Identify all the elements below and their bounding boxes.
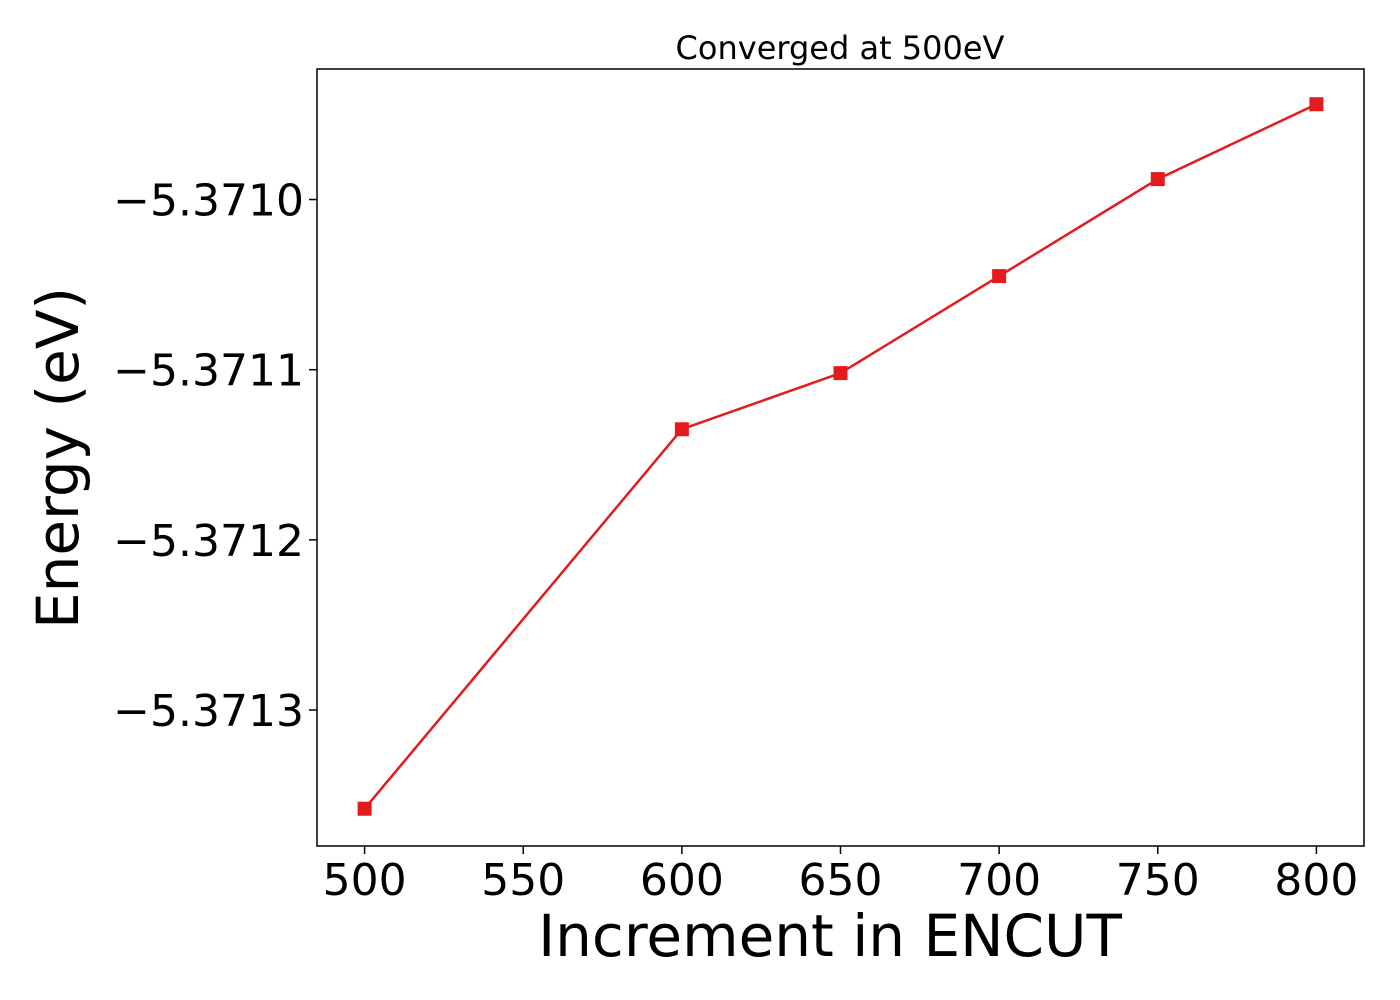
y-tick-label: −5.3712	[113, 516, 304, 567]
y-tick-label: −5.3713	[113, 686, 304, 737]
chart-title: Converged at 500eV	[676, 29, 1005, 67]
series-group	[357, 97, 1324, 816]
data-point-marker	[357, 801, 372, 816]
y-tick-label: −5.3711	[113, 346, 304, 397]
plot-area	[316, 68, 1365, 847]
y-tick-label: −5.3710	[113, 176, 304, 227]
x-tick-label: 550	[481, 855, 565, 906]
x-tick-label: 800	[1274, 855, 1358, 906]
series-line	[363, 103, 1317, 810]
x-axis-label: Increment in ENCUT	[538, 902, 1122, 970]
x-tick-label: 650	[799, 855, 883, 906]
x-tick-label: 500	[323, 855, 407, 906]
x-axis-ticks: 500 550 600 650 700 750 800	[323, 846, 1358, 906]
data-point-marker	[674, 422, 689, 437]
data-point-marker	[1309, 97, 1324, 112]
y-axis-label: Energy (eV)	[24, 287, 92, 629]
data-point-marker	[992, 269, 1007, 284]
data-point-marker	[1150, 172, 1165, 187]
y-axis-ticks: −5.3713 −5.3712 −5.3711 −5.3710	[113, 176, 317, 737]
data-point-marker	[833, 366, 848, 381]
x-tick-label: 750	[1116, 855, 1200, 906]
x-tick-label: 700	[957, 855, 1041, 906]
x-tick-label: 600	[640, 855, 724, 906]
